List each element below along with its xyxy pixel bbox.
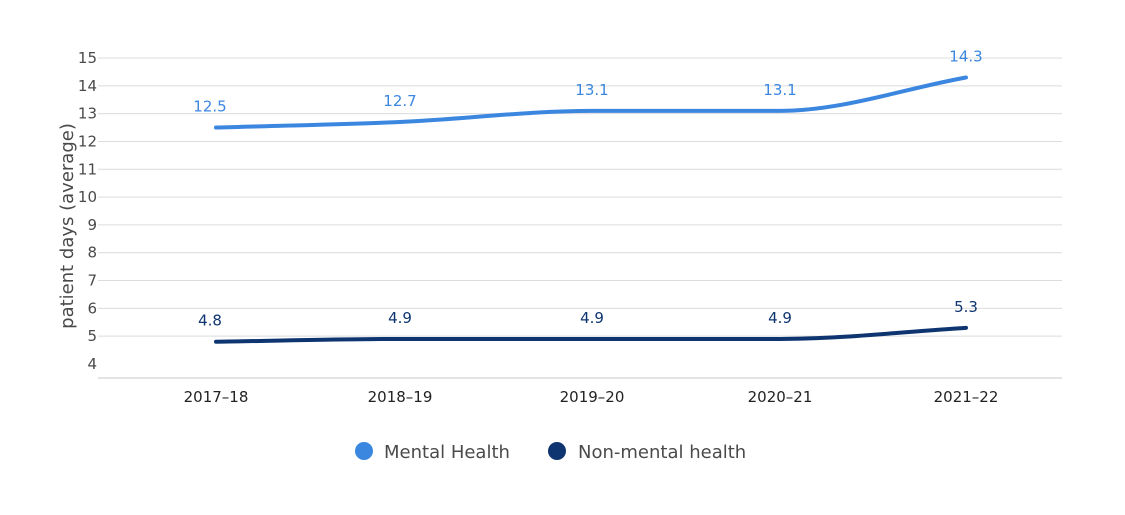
y-tick-label: 4 — [87, 355, 97, 373]
legend-marker — [355, 442, 373, 460]
legend-label: Non-mental health — [578, 442, 746, 463]
y-tick-label: 5 — [87, 327, 97, 345]
y-tick-label: 8 — [87, 244, 97, 262]
data-label: 12.7 — [383, 92, 416, 110]
legend-label: Mental Health — [384, 442, 510, 463]
data-label: 13.1 — [575, 81, 608, 99]
y-tick-label: 7 — [87, 272, 97, 290]
data-label: 5.3 — [954, 298, 978, 316]
data-labels: 12.5 12.7 13.1 13.1 14.3 4.8 4.9 4.9 4.9 5.3 — [193, 47, 982, 329]
legend-item: Mental Health — [355, 442, 510, 463]
data-label: 4.8 — [198, 312, 222, 330]
y-tick-label: 13 — [78, 105, 97, 123]
series-line-non-mental-health — [214, 325, 968, 344]
y-tick-label: 14 — [78, 77, 97, 95]
y-axis-label: patient days (average) — [57, 123, 78, 329]
data-label: 4.9 — [388, 309, 412, 327]
legend-marker — [548, 442, 566, 460]
x-tick-label: 2019–20 — [560, 388, 625, 406]
y-tick-label: 11 — [78, 160, 97, 178]
x-tick-label: 2020–21 — [748, 388, 813, 406]
y-tick-label: 10 — [78, 188, 97, 206]
data-label: 4.9 — [580, 309, 604, 327]
y-tick-label: 6 — [87, 299, 97, 317]
gridlines — [98, 57, 1062, 337]
axes: 4 5 6 7 8 9 10 11 12 13 14 15 2017–18 2018–19 2019–20 2… — [78, 49, 1062, 406]
y-tick-label: 15 — [78, 49, 97, 67]
y-tick-label: 12 — [78, 132, 97, 150]
legend-item: Non-mental health — [548, 442, 746, 463]
y-tick-label: 9 — [87, 216, 97, 234]
data-label: 12.5 — [193, 98, 226, 116]
series-line-mental-health — [214, 75, 968, 130]
series — [214, 75, 968, 344]
x-tick-label: 2021–22 — [934, 388, 999, 406]
data-label: 14.3 — [949, 47, 982, 65]
data-label: 4.9 — [768, 309, 792, 327]
legend: Mental Health Non-mental health — [355, 442, 746, 463]
data-label: 13.1 — [763, 81, 796, 99]
x-tick-label: 2018–19 — [368, 388, 433, 406]
x-tick-label: 2017–18 — [184, 388, 249, 406]
